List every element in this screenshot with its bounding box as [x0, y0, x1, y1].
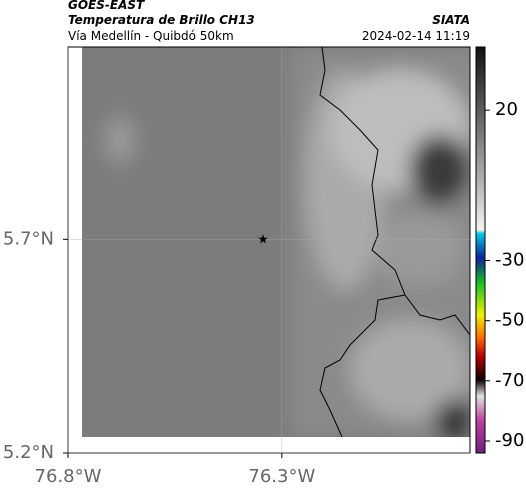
- location-marker: [258, 234, 268, 244]
- timestamp: 2024-02-14 11:19: [362, 29, 470, 43]
- title: Temperatura de Brillo CH13: [68, 13, 255, 27]
- colorbar-tick-label: -90: [495, 430, 524, 451]
- colorbar-tick-label: -50: [495, 310, 524, 331]
- satellite-image: [82, 47, 470, 437]
- y-tick-label: 5.7°N: [3, 228, 54, 249]
- subtitle: Vía Medellín - Quibdó 50km: [68, 29, 234, 43]
- colorbar-tick-label: -70: [495, 370, 524, 391]
- colorbar-tick-label: -30: [495, 250, 524, 271]
- x-tick-label: 76.3°W: [248, 466, 315, 487]
- x-tick-label: 76.8°W: [35, 466, 102, 487]
- source: SIATA: [432, 13, 470, 27]
- y-tick-label: 5.2°N: [3, 442, 54, 463]
- colorbar: [475, 46, 486, 454]
- colorbar-tick-label: 20: [495, 99, 518, 120]
- satellite-name: GOES-EAST: [68, 0, 145, 12]
